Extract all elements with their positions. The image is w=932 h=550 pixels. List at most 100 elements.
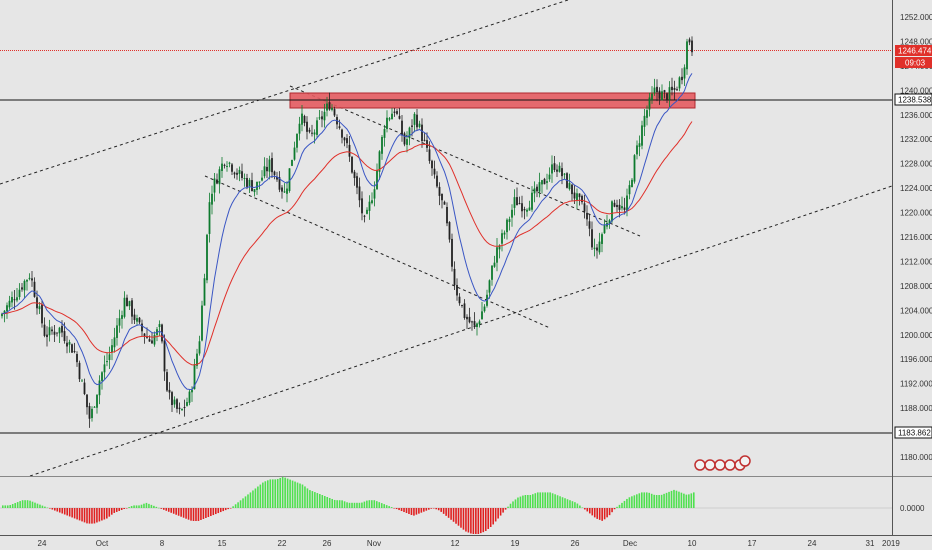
histogram-bar <box>576 503 579 508</box>
histogram-bar <box>101 508 103 521</box>
histogram-bar <box>259 484 262 508</box>
candle <box>466 314 468 329</box>
histogram-bar <box>76 508 78 520</box>
histogram-bar <box>650 493 653 508</box>
histogram-bar <box>445 508 447 516</box>
candle <box>401 115 403 142</box>
event-flag-icon[interactable] <box>739 455 751 467</box>
candle-body <box>393 111 396 113</box>
histogram-bar <box>336 500 338 508</box>
candle-body <box>628 185 631 195</box>
candle <box>301 104 303 132</box>
candle-body <box>18 289 21 298</box>
candle-body <box>313 132 316 135</box>
candle <box>21 282 23 292</box>
candle <box>578 193 581 206</box>
histogram-bar <box>648 492 651 508</box>
candle <box>676 86 678 91</box>
histogram-bar <box>450 508 452 520</box>
candle-body <box>443 201 446 205</box>
candle-body <box>688 39 691 43</box>
histogram-bar <box>470 508 472 534</box>
histogram-bar <box>271 479 274 508</box>
candle <box>548 167 551 182</box>
candle-body <box>6 305 8 312</box>
candle-body <box>41 304 43 324</box>
histogram-bar <box>311 491 314 508</box>
candle-body <box>63 331 66 342</box>
candle <box>443 200 446 205</box>
economic-events-group[interactable] <box>694 455 751 471</box>
histogram-bar <box>61 508 64 514</box>
candle-body <box>368 201 371 211</box>
candle-body <box>481 311 483 320</box>
candle-body <box>173 399 176 405</box>
candle-body <box>298 123 301 134</box>
histogram-bar <box>276 478 279 508</box>
last-price-value: 1246.474 <box>898 47 932 56</box>
event-flag-icon[interactable] <box>704 459 716 471</box>
candle-body <box>281 187 283 192</box>
histogram-bar <box>224 508 227 511</box>
histogram-bar <box>688 494 690 508</box>
candle <box>213 172 216 202</box>
event-flag-icon[interactable] <box>724 459 736 471</box>
candle-body <box>346 138 348 144</box>
candle <box>481 301 483 320</box>
candle <box>118 309 121 333</box>
candle-body <box>503 232 506 235</box>
channel-lower-line[interactable] <box>29 185 893 477</box>
candle <box>256 181 258 195</box>
candle-body <box>623 207 626 210</box>
candle <box>508 216 511 231</box>
support-price-tag: 1183.862 <box>894 426 932 439</box>
candle <box>106 352 108 367</box>
candle <box>308 127 311 134</box>
event-flag-icon[interactable] <box>714 459 726 471</box>
candle <box>631 177 633 188</box>
histogram-bar <box>314 492 316 508</box>
candle <box>251 172 253 192</box>
candle <box>681 68 683 85</box>
histogram-group <box>2 476 695 534</box>
time-axis[interactable]: 24 Oct 8 15 22 26 Nov 12 19 26 Dec 10 17… <box>38 539 901 548</box>
candle <box>193 358 196 390</box>
candle-body <box>673 87 676 90</box>
event-flag-icon[interactable] <box>694 459 706 471</box>
candle-body <box>483 306 486 312</box>
histogram-bar <box>465 508 467 532</box>
histogram-bar <box>56 508 59 512</box>
candle <box>96 394 98 414</box>
histogram-bar <box>96 508 98 523</box>
candle-body <box>316 120 318 135</box>
histogram-bar <box>423 508 425 512</box>
histogram-bar <box>579 505 581 508</box>
histogram-bar <box>588 508 591 514</box>
histogram-bar <box>6 505 9 508</box>
candle-body <box>226 165 228 167</box>
histogram-bar <box>574 502 576 508</box>
candle <box>643 108 646 136</box>
candle <box>346 134 348 149</box>
histogram-bar <box>81 508 83 522</box>
flag-lower-line[interactable] <box>204 175 551 329</box>
histogram-bar <box>9 505 12 508</box>
candle-body <box>588 221 591 229</box>
histogram-bar <box>73 508 76 519</box>
candle-body <box>618 204 621 210</box>
candle <box>421 118 423 148</box>
candle-body <box>321 116 323 120</box>
y-tick-label: 1192.000 <box>900 380 932 389</box>
candle-body <box>83 382 86 395</box>
histogram-bar <box>83 508 86 523</box>
histogram-bar <box>640 492 643 508</box>
histogram-bar <box>608 508 611 516</box>
histogram-bar <box>63 508 66 515</box>
candle <box>253 189 256 197</box>
candle <box>651 86 653 104</box>
candle-body <box>288 168 291 191</box>
candle <box>71 343 73 353</box>
candle <box>363 214 366 223</box>
candle-body <box>563 173 566 175</box>
